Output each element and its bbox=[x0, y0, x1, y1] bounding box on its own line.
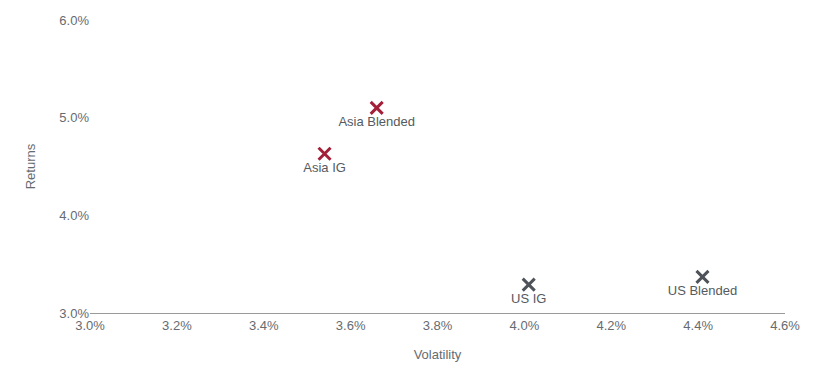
svg-text:4.6%: 4.6% bbox=[770, 318, 800, 333]
svg-text:3.8%: 3.8% bbox=[423, 318, 453, 333]
svg-text:3.6%: 3.6% bbox=[336, 318, 366, 333]
svg-text:4.0%: 4.0% bbox=[59, 208, 89, 223]
svg-text:3.4%: 3.4% bbox=[249, 318, 279, 333]
svg-text:4.4%: 4.4% bbox=[683, 318, 713, 333]
svg-text:Asia Blended: Asia Blended bbox=[338, 114, 415, 129]
svg-text:6.0%: 6.0% bbox=[59, 13, 89, 28]
svg-text:Asia IG: Asia IG bbox=[303, 160, 346, 175]
svg-text:4.2%: 4.2% bbox=[596, 318, 626, 333]
svg-text:US Blended: US Blended bbox=[668, 283, 737, 298]
svg-text:3.0%: 3.0% bbox=[75, 318, 105, 333]
svg-text:5.0%: 5.0% bbox=[59, 110, 89, 125]
svg-text:3.2%: 3.2% bbox=[162, 318, 192, 333]
svg-text:Returns: Returns bbox=[23, 143, 38, 189]
svg-text:US IG: US IG bbox=[511, 291, 546, 306]
svg-text:4.0%: 4.0% bbox=[510, 318, 540, 333]
svg-text:3.0%: 3.0% bbox=[59, 306, 89, 321]
svg-text:Volatility: Volatility bbox=[414, 347, 462, 362]
